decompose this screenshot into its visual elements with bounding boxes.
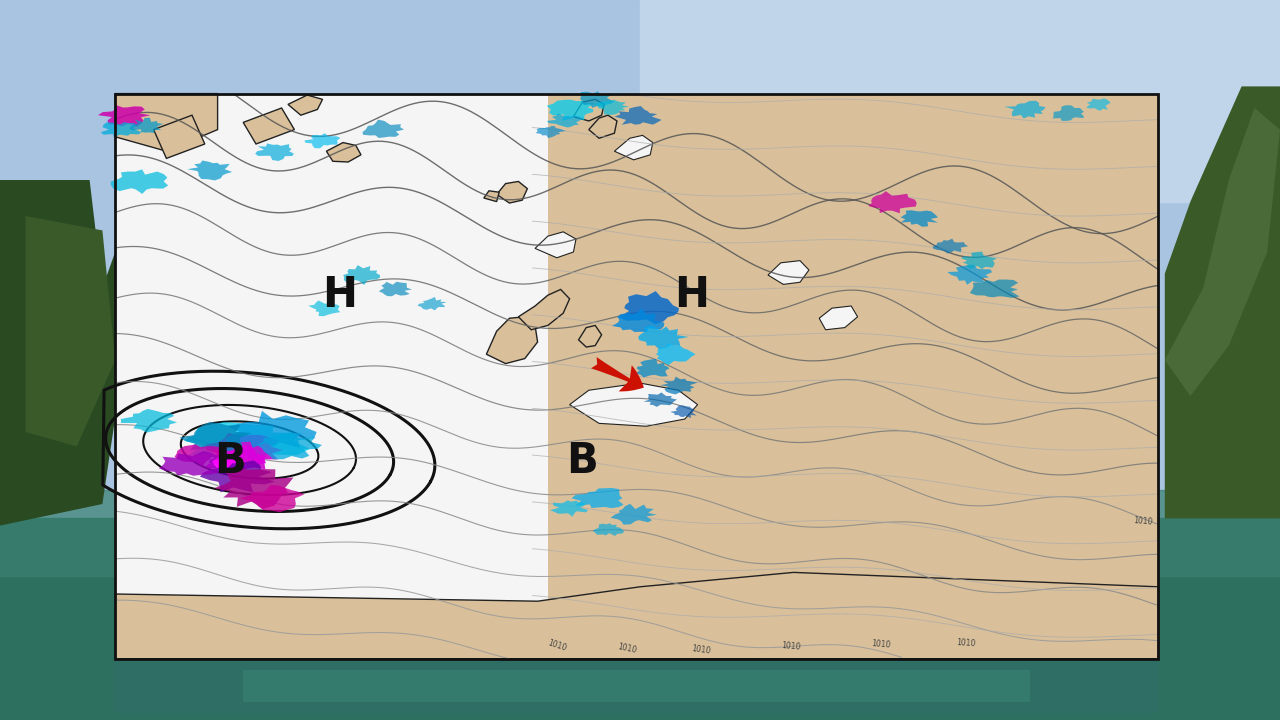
Polygon shape <box>547 99 595 121</box>
Polygon shape <box>159 451 219 476</box>
Polygon shape <box>1165 108 1280 396</box>
Polygon shape <box>660 377 698 395</box>
Bar <box>640 0 1280 202</box>
Polygon shape <box>655 344 695 365</box>
Polygon shape <box>970 279 1019 298</box>
Text: 1010: 1010 <box>617 642 637 654</box>
Polygon shape <box>257 433 323 459</box>
Polygon shape <box>618 291 678 324</box>
Bar <box>548 94 1158 659</box>
Polygon shape <box>308 300 340 316</box>
Polygon shape <box>636 359 669 377</box>
Polygon shape <box>573 99 604 121</box>
Polygon shape <box>570 383 698 426</box>
Polygon shape <box>206 433 283 471</box>
Polygon shape <box>225 411 316 448</box>
Polygon shape <box>933 238 968 253</box>
Polygon shape <box>671 405 696 418</box>
Text: 1010: 1010 <box>870 639 891 650</box>
Polygon shape <box>961 251 997 269</box>
Polygon shape <box>200 461 275 492</box>
Text: 1010: 1010 <box>547 639 567 653</box>
Polygon shape <box>122 409 177 433</box>
Polygon shape <box>589 115 617 138</box>
Polygon shape <box>611 504 657 525</box>
Polygon shape <box>614 135 653 160</box>
Polygon shape <box>497 181 527 203</box>
Text: 1010: 1010 <box>956 638 977 648</box>
Polygon shape <box>639 325 689 349</box>
Polygon shape <box>580 91 614 108</box>
Polygon shape <box>101 122 142 137</box>
Text: H: H <box>673 274 709 316</box>
Polygon shape <box>288 95 323 115</box>
Bar <box>0 518 1280 720</box>
Bar <box>0 490 1280 576</box>
Polygon shape <box>1052 105 1084 121</box>
Polygon shape <box>111 169 168 194</box>
Polygon shape <box>0 180 141 526</box>
Bar <box>115 94 1158 659</box>
Polygon shape <box>99 105 150 127</box>
Polygon shape <box>768 261 809 284</box>
Polygon shape <box>484 191 499 202</box>
Text: 1010: 1010 <box>1133 516 1153 527</box>
Polygon shape <box>379 282 412 296</box>
Polygon shape <box>1087 99 1111 111</box>
Polygon shape <box>901 210 938 227</box>
Polygon shape <box>362 120 404 138</box>
Polygon shape <box>243 108 294 144</box>
Text: B: B <box>567 440 598 482</box>
Polygon shape <box>241 485 305 512</box>
Bar <box>115 94 1158 659</box>
Polygon shape <box>129 118 164 133</box>
Polygon shape <box>614 106 662 125</box>
Polygon shape <box>179 422 252 451</box>
Polygon shape <box>187 161 232 181</box>
Polygon shape <box>326 143 361 162</box>
Polygon shape <box>572 488 623 508</box>
Polygon shape <box>868 191 916 213</box>
Text: H: H <box>321 274 357 316</box>
Polygon shape <box>486 317 538 364</box>
Polygon shape <box>255 143 294 161</box>
Polygon shape <box>644 392 677 407</box>
Polygon shape <box>594 99 630 115</box>
Polygon shape <box>305 133 340 148</box>
Polygon shape <box>518 289 570 330</box>
Polygon shape <box>947 265 992 285</box>
Polygon shape <box>417 297 447 310</box>
Polygon shape <box>1005 101 1046 119</box>
Polygon shape <box>115 94 218 151</box>
Polygon shape <box>547 114 584 127</box>
Polygon shape <box>612 309 664 332</box>
Polygon shape <box>1165 86 1280 518</box>
Text: 1010: 1010 <box>691 644 712 655</box>
Bar <box>243 670 1030 702</box>
Polygon shape <box>579 325 602 347</box>
Polygon shape <box>184 422 310 464</box>
Polygon shape <box>209 444 266 472</box>
Polygon shape <box>206 455 246 472</box>
Bar <box>115 659 1158 713</box>
Polygon shape <box>535 232 576 258</box>
Polygon shape <box>154 115 205 158</box>
Polygon shape <box>174 444 225 467</box>
Polygon shape <box>214 469 293 509</box>
Polygon shape <box>593 523 625 536</box>
Polygon shape <box>550 500 589 517</box>
Polygon shape <box>26 216 115 446</box>
Polygon shape <box>343 265 380 285</box>
Polygon shape <box>115 572 1158 659</box>
Polygon shape <box>819 306 858 330</box>
Polygon shape <box>536 126 566 138</box>
Text: 1010: 1010 <box>781 641 801 652</box>
Text: B: B <box>215 440 246 482</box>
